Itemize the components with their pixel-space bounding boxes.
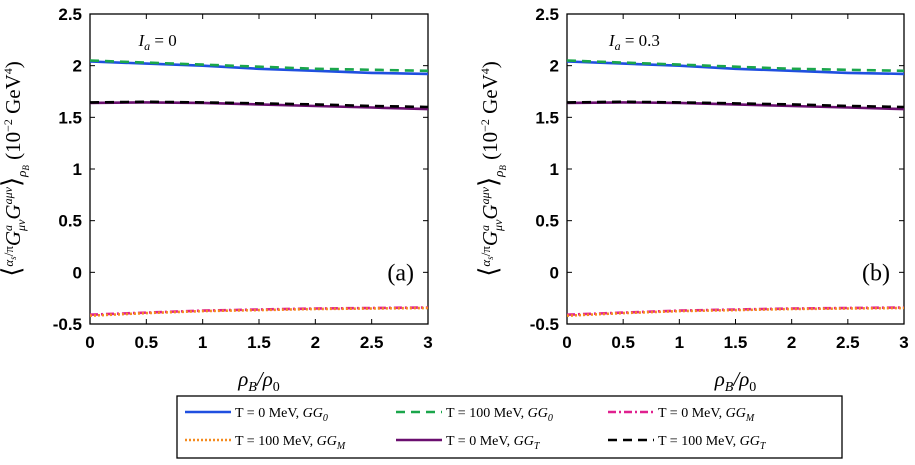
legend-entry-1: T = 0 MeV, GG0 (235, 406, 328, 424)
x-tick-label: 0 (562, 333, 571, 352)
y-tick-label: 1 (550, 160, 559, 179)
y-axis-label: ⟨αs/πGaμνGaμν⟩ρB (10−2 GeV4) (0, 61, 31, 277)
series-line-1 (566, 60, 905, 76)
series-line-6 (89, 100, 429, 109)
x-axis-label: ρB/ρ0 (714, 367, 757, 395)
x-tick-label: 2 (787, 333, 796, 352)
annotation-text: Ia = 0 (137, 31, 176, 53)
series-line-4 (566, 306, 905, 317)
y-tick-label: 0.5 (58, 212, 82, 231)
y-tick-label: -0.5 (53, 315, 82, 334)
legend-entry-2: T = 100 MeV, GG0 (446, 406, 553, 424)
series-line-1 (89, 60, 429, 76)
plot-area-frame (89, 13, 429, 325)
series-line-6 (566, 100, 905, 109)
x-tick-label: 2.5 (360, 333, 384, 352)
legend-entry-6: T = 100 MeV, GGT (658, 434, 767, 452)
legend-entry-3: T = 0 MeV, GGM (658, 406, 755, 424)
x-axis-label: ρB/ρ0 (237, 367, 280, 395)
x-tick-label: 0.5 (611, 333, 635, 352)
panel-label: (a) (387, 260, 414, 286)
x-tick-label: 0.5 (135, 333, 159, 352)
legend-entry-5: T = 0 MeV, GGT (446, 434, 541, 452)
annotation-text: Ia = 0.3 (608, 31, 660, 53)
y-tick-label: 2.5 (58, 5, 82, 24)
x-tick-label: 1 (198, 333, 207, 352)
y-tick-label: 1.5 (58, 108, 82, 127)
chart-panel-1: 0 0.5 1 1.5 2 2.5 3-0.500.511.522.5Ia = 0(a)ρB… (0, 5, 433, 395)
legend-entry-4: T = 100 MeV, GGM (235, 434, 346, 452)
y-tick-label: 0 (550, 263, 559, 282)
series-line-4 (89, 306, 429, 317)
y-tick-label: 0 (73, 263, 82, 282)
legend: T = 0 MeV, GG0 T = 100 MeV, GG0 T = 0 MeV,… (176, 395, 843, 459)
y-tick-label: 2.5 (535, 5, 559, 24)
series-line-2 (566, 59, 905, 73)
x-tick-label: 1 (675, 333, 684, 352)
y-axis-label: ⟨αs/πGaμνGaμν⟩ρB (10−2 GeV4) (474, 61, 508, 277)
y-tick-label: 2 (550, 57, 559, 76)
x-tick-label: 3 (899, 333, 908, 352)
panel-label: (b) (862, 260, 890, 286)
y-tick-label: 2 (73, 57, 82, 76)
plot-area-frame (566, 13, 905, 325)
x-tick-label: 1.5 (724, 333, 748, 352)
x-tick-label: 2.5 (836, 333, 860, 352)
x-tick-label: 2 (311, 333, 320, 352)
y-tick-label: 1 (73, 160, 82, 179)
y-tick-label: -0.5 (530, 315, 559, 334)
series-line-2 (89, 59, 429, 73)
y-tick-label: 0.5 (535, 212, 559, 231)
y-tick-label: 1.5 (535, 108, 559, 127)
x-tick-label: 0 (85, 333, 94, 352)
x-tick-label: 1.5 (247, 333, 271, 352)
legend-box (176, 395, 843, 459)
chart-panel-2: 0 0.5 1 1.5 2 2.5 3-0.500.511.522.5Ia = 0.3(b)… (474, 5, 909, 395)
x-tick-label: 3 (423, 333, 432, 352)
